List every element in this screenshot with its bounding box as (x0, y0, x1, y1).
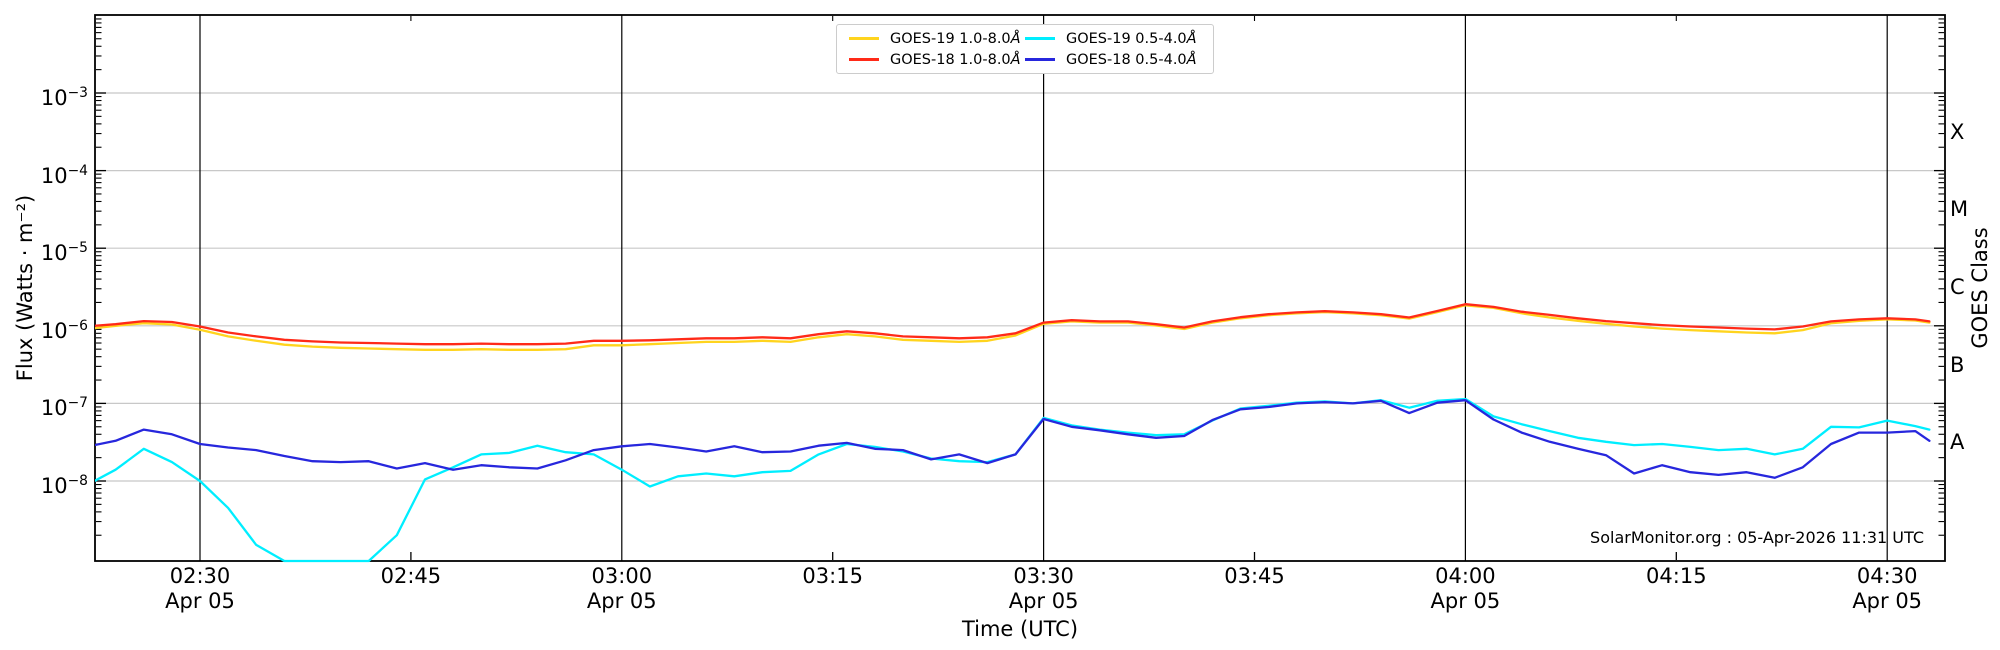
legend-label-goes18-long: GOES-18 1.0-8.0Å (890, 51, 1021, 68)
x-tick-label: 02:45 (380, 564, 442, 588)
legend-item-goes18-long: GOES-18 1.0-8.0Å (849, 52, 1025, 68)
legend-item-goes19-short: GOES-19 0.5-4.0Å (1025, 31, 1201, 47)
x-tick-day-label: Apr 05 (586, 589, 657, 613)
goes-class-letter: A (1950, 430, 1965, 455)
plot-border (94, 14, 1946, 562)
x-tick-day-label: Apr 05 (1852, 589, 1923, 613)
x-axis-label-time: Time (UTC) (961, 617, 1079, 641)
goes-class-letter: B (1950, 352, 1965, 377)
x-tick-label: 04:00 (1435, 564, 1496, 588)
x-tick-label: 04:15 (1646, 564, 1707, 588)
legend-label-goes19-long: GOES-19 1.0-8.0Å (890, 30, 1021, 47)
legend-swatch-goes18-short-icon (1025, 58, 1055, 61)
legend-item-goes19-long: GOES-19 1.0-8.0Å (849, 31, 1025, 47)
legend-swatch-goes18-long-icon (849, 58, 879, 61)
x-tick-label: 02:30 (169, 564, 231, 588)
legend-label-goes19-short: GOES-19 0.5-4.0Å (1066, 30, 1197, 47)
y-tick-label: 10−8 (40, 473, 88, 498)
legend-swatch-goes19-short-icon (1025, 37, 1055, 40)
y-tick-label: 10−6 (40, 317, 88, 343)
x-tick-label: 04:30 (1856, 564, 1918, 588)
legend-label-goes18-short: GOES-18 0.5-4.0Å (1066, 51, 1197, 68)
goes-class-letter: M (1950, 197, 1969, 222)
x-tick-label: 03:00 (591, 564, 653, 588)
goes18-long-curve (95, 303, 1931, 346)
x-tick-day-label: Apr 05 (165, 589, 235, 613)
x-tick-label: 03:30 (1013, 564, 1074, 588)
y-tick-label: 10−5 (40, 240, 88, 266)
goes18-short-curve (95, 399, 1931, 479)
solarmonitor-annotation: SolarMonitor.org : 05-Apr-2026 11:31 UTC (1590, 528, 1924, 547)
x-tick-day-label: Apr 05 (1430, 589, 1501, 613)
goes-class-letter: C (1950, 275, 1965, 300)
y-tick-label: 10−7 (40, 395, 88, 421)
legend-item-goes18-short: GOES-18 0.5-4.0Å (1025, 52, 1201, 68)
x-tick-day-label: Apr 05 (1008, 589, 1079, 613)
goes19-long-curve (95, 304, 1931, 351)
goes-class-letter: X (1950, 119, 1965, 144)
y-tick-label: 10−4 (40, 162, 88, 188)
y-tick-label: 10−3 (40, 85, 88, 110)
x-tick-label: 03:15 (802, 564, 863, 588)
x-tick-label: 03:45 (1224, 564, 1285, 588)
legend: GOES-19 1.0-8.0Å GOES-18 1.0-8.0Å GOES-1… (836, 24, 1214, 74)
legend-swatch-goes19-long-icon (849, 37, 879, 40)
